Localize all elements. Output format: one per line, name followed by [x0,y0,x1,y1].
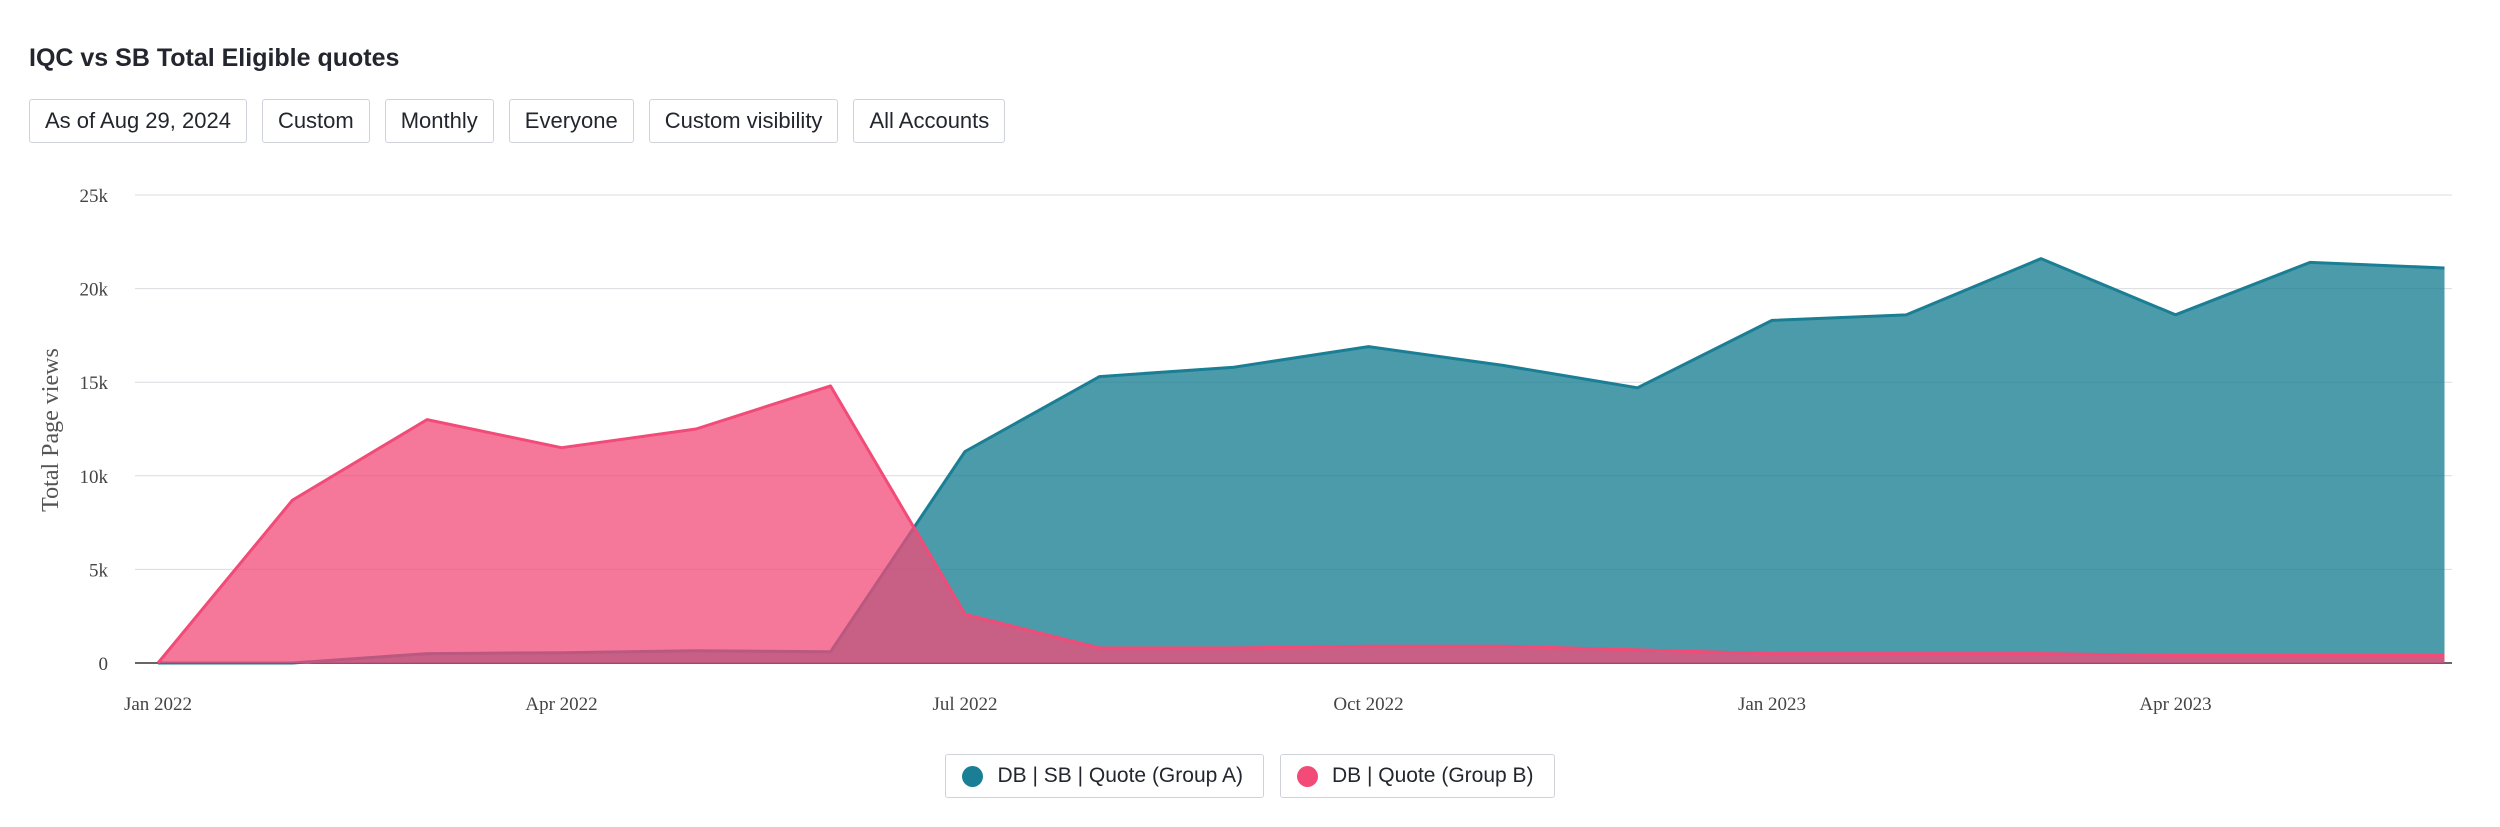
y-tick-label: 5k [89,560,109,581]
filter-granularity[interactable]: Monthly [384,99,494,143]
series-line-group-b [156,384,2445,664]
y-axis-label: Total Page views [38,348,64,512]
filter-visibility[interactable]: Custom visibility [648,99,839,143]
x-tick-label: Jul 2022 [933,694,998,715]
series-area-group-a [158,258,2445,663]
legend-item-group-b[interactable]: DB | Quote (Group B) [1279,754,1555,798]
series-area-group-b [158,385,2445,663]
legend-dot-group-b [1296,765,1318,787]
chart-areas [156,257,2445,665]
filter-audience[interactable]: Everyone [508,99,634,143]
legend-label-group-b: DB | Quote (Group B) [1331,764,1534,787]
chart-legend: DB | SB | Quote (Group A) DB | Quote (Gr… [0,754,2500,798]
y-tick-label: 25k [80,186,109,207]
x-tick-label: Apr 2022 [525,694,597,715]
y-tick-label: 20k [80,280,109,301]
y-tick-label: 10k [80,467,109,488]
y-tick-label: 0 [99,654,109,675]
legend-item-group-a[interactable]: DB | SB | Quote (Group A) [945,754,1264,798]
x-tick-label: Apr 2023 [2139,694,2211,715]
x-tick-label: Jan 2023 [1738,694,1806,715]
x-tick-label: Oct 2022 [1333,694,1403,715]
y-axis: 0 5k 10k 15k 20k 25k [80,186,109,675]
filter-date-range[interactable]: Custom [261,99,370,143]
filter-as-of-date[interactable]: As of Aug 29, 2024 [29,99,247,143]
legend-label-group-a: DB | SB | Quote (Group A) [997,764,1243,787]
page-title: IQC vs SB Total Eligible quotes [29,44,400,72]
x-tick-label: Jan 2022 [124,694,192,715]
legend-dot-group-a [962,765,984,787]
x-axis: Jan 2022 Apr 2022 Jul 2022 Oct 2022 Jan 2023… [124,694,2212,715]
y-tick-label: 15k [80,373,109,394]
filter-bar: As of Aug 29, 2024 Custom Monthly Everyo… [29,99,1006,143]
filter-accounts[interactable]: All Accounts [853,99,1006,143]
